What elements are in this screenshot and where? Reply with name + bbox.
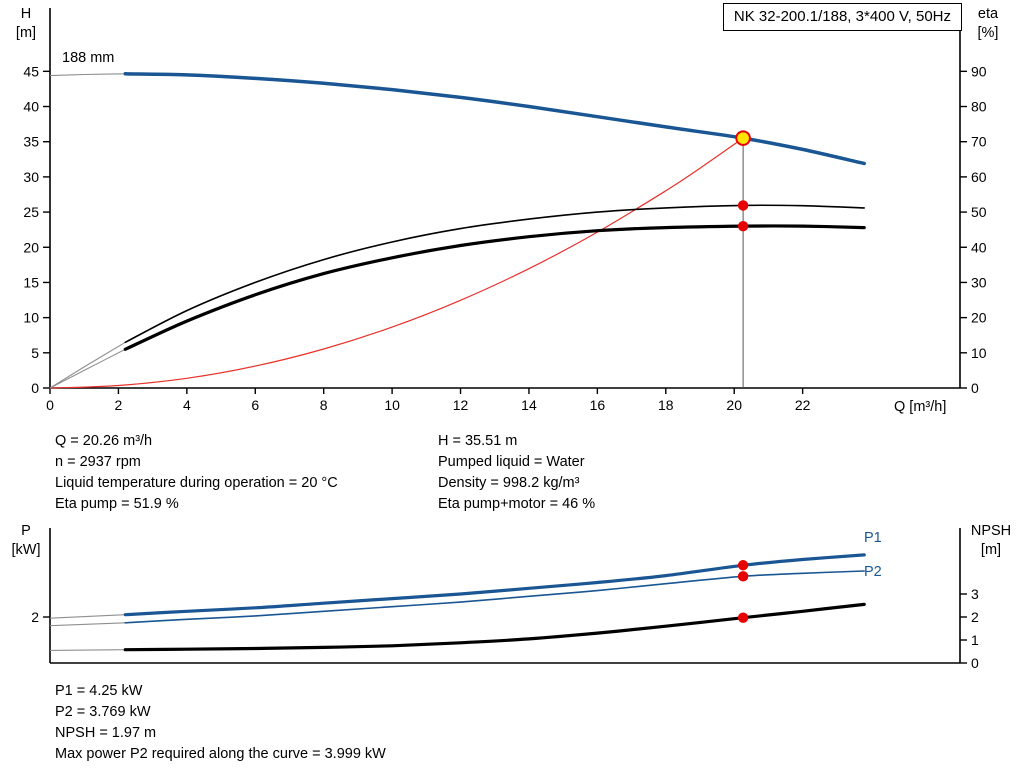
impeller-diameter-annotation: 188 mm	[62, 50, 115, 66]
right-tick-label: 2	[971, 609, 979, 625]
right-tick-label: 90	[971, 63, 987, 79]
right-tick-label: 40	[971, 239, 987, 255]
x-tick-label: 14	[521, 397, 537, 413]
left-tick-label: 25	[23, 204, 39, 220]
x-tick-label: 16	[590, 397, 606, 413]
duty-point-marker	[735, 130, 751, 146]
x-tick-label: 10	[384, 397, 400, 413]
curve-point-marker	[737, 612, 749, 623]
curve-eta-pump-motor	[123, 224, 866, 351]
curve-point-marker	[737, 571, 749, 582]
curve-lead-P2	[49, 622, 126, 627]
operating-point-left-column: Q = 20.26 m³/h n = 2937 rpm Liquid tempe…	[55, 431, 338, 515]
right-tick-label: 0	[971, 380, 979, 396]
chart-0: 0 5 10 15 20 25 30 35 40 45 0 10 20 30 40 50 60 70 80 90 0 2 4…	[23, 8, 987, 413]
p2-curve-label: P2	[864, 564, 882, 580]
op-eta-pump-motor: Eta pump+motor = 46 %	[438, 496, 596, 512]
head-axis-label: H [m]	[4, 5, 48, 43]
right-tick-label: 3	[971, 586, 979, 602]
x-tick-label: 18	[658, 397, 674, 413]
x-tick-label: 8	[320, 397, 328, 413]
curve-NPSH	[123, 602, 866, 652]
right-tick-label: 50	[971, 204, 987, 220]
result-max-p2: Max power P2 required along the curve = …	[55, 746, 386, 762]
x-tick-label: 2	[115, 397, 123, 413]
curve-H-curve	[123, 72, 866, 166]
left-tick-label: 15	[23, 274, 39, 290]
x-tick-label: 12	[453, 397, 469, 413]
eta-axis-label: eta [%]	[966, 5, 1010, 43]
head-axis-symbol: H	[20, 6, 32, 22]
right-tick-label: 0	[971, 655, 979, 671]
right-tick-label: 60	[971, 169, 987, 185]
op-pumped-liquid: Pumped liquid = Water	[438, 454, 585, 470]
curve-P1	[123, 553, 866, 617]
left-tick-label: 40	[23, 99, 39, 115]
curve-point-marker	[737, 200, 749, 211]
x-tick-label: 4	[183, 397, 191, 413]
right-tick-label: 70	[971, 134, 987, 150]
npsh-axis-symbol: NPSH	[970, 523, 1012, 539]
x-tick-label: 20	[726, 397, 742, 413]
head-axis-unit: [m]	[15, 25, 37, 41]
curve-point-marker	[737, 560, 749, 571]
left-tick-label: 2	[31, 609, 39, 625]
x-tick-label: 6	[251, 397, 259, 413]
right-tick-label: 30	[971, 274, 987, 290]
curve-lead-eta-pump	[49, 341, 126, 389]
curve-lead-P1	[49, 614, 126, 619]
chart-1: 2 0 1 2 3	[31, 528, 979, 671]
result-block: P1 = 4.25 kW P2 = 3.769 kW NPSH = 1.97 m…	[55, 681, 386, 765]
curve-lead-eta-pump-motor	[49, 348, 126, 389]
left-tick-label: 35	[23, 134, 39, 150]
curve-lead-NPSH	[49, 649, 126, 651]
left-tick-label: 45	[23, 63, 39, 79]
left-tick-label: 0	[31, 380, 39, 396]
op-liquid-temperature: Liquid temperature during operation = 20…	[55, 475, 338, 491]
curve-lead-H-curve	[49, 73, 126, 77]
right-tick-label: 10	[971, 345, 987, 361]
op-density: Density = 998.2 kg/m³	[438, 475, 580, 491]
p1-curve-label: P1	[864, 530, 882, 546]
left-tick-label: 5	[31, 345, 39, 361]
curve-system-curve	[49, 137, 744, 389]
op-flow: Q = 20.26 m³/h	[55, 433, 153, 449]
right-tick-label: 20	[971, 310, 987, 326]
right-tick-label: 80	[971, 99, 987, 115]
x-tick-label: 22	[795, 397, 811, 413]
result-p2: P2 = 3.769 kW	[55, 704, 151, 720]
op-head: H = 35.51 m	[438, 433, 518, 449]
power-axis-label: P [kW]	[4, 522, 48, 560]
left-tick-label: 10	[23, 310, 39, 326]
flow-axis-label: Q [m³/h]	[894, 399, 947, 415]
power-axis-unit: [kW]	[11, 542, 41, 558]
op-eta-pump: Eta pump = 51.9 %	[55, 496, 179, 512]
curve-point-marker	[737, 220, 749, 232]
eta-axis-symbol: eta	[977, 6, 999, 22]
op-speed: n = 2937 rpm	[55, 454, 141, 470]
pump-title-box: NK 32-200.1/188, 3*400 V, 50Hz	[722, 3, 962, 31]
power-axis-symbol: P	[21, 523, 31, 539]
eta-axis-unit: [%]	[977, 25, 999, 41]
result-npsh: NPSH = 1.97 m	[55, 725, 157, 741]
left-tick-label: 30	[23, 169, 39, 185]
npsh-axis-unit: [m]	[980, 542, 1002, 558]
x-tick-label: 0	[46, 397, 54, 413]
left-tick-label: 20	[23, 239, 39, 255]
operating-point-right-column: H = 35.51 m Pumped liquid = Water Densit…	[438, 431, 595, 515]
result-p1: P1 = 4.25 kW	[55, 683, 143, 699]
npsh-axis-label: NPSH [m]	[962, 522, 1020, 560]
right-tick-label: 1	[971, 632, 979, 648]
